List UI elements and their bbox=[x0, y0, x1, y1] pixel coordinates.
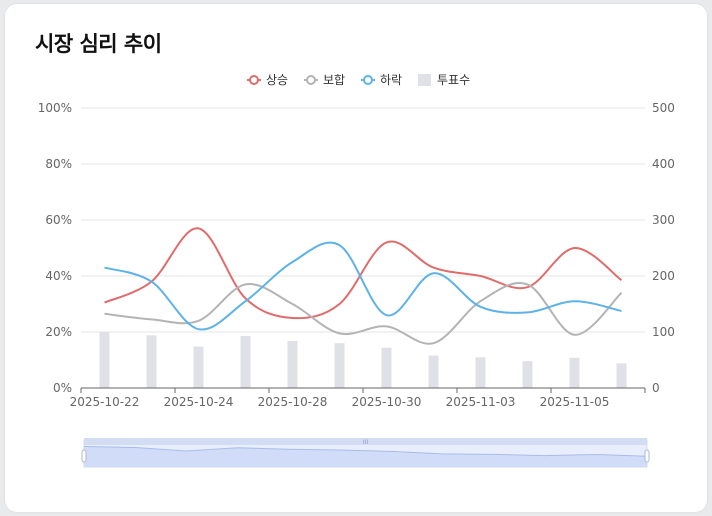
y-right-tick-label: 500 bbox=[652, 101, 675, 115]
bar-vote-count bbox=[334, 343, 345, 388]
y-left-tick-label: 100% bbox=[38, 101, 72, 115]
legend-circle-marker bbox=[363, 75, 373, 85]
bar-vote-count bbox=[193, 346, 204, 388]
y-left-tick-label: 80% bbox=[45, 157, 72, 171]
bar-vote-count bbox=[616, 363, 627, 388]
legend-label: 상승 bbox=[266, 73, 288, 87]
legend: 상승 보합 하락 투표수 bbox=[247, 73, 470, 87]
data-zoom-top-bar bbox=[84, 438, 647, 445]
data-zoom-handle-right[interactable] bbox=[644, 449, 650, 463]
x-tick-label: 2025-11-03 bbox=[446, 395, 516, 409]
data-zoom-preview-area bbox=[84, 446, 647, 467]
data-zoom-slider[interactable]: III bbox=[81, 438, 650, 468]
legend-label: 투표수 bbox=[437, 73, 470, 87]
data-zoom-move-handle[interactable]: III bbox=[363, 439, 369, 446]
data-zoom-preview-line bbox=[83, 446, 648, 457]
y-right-tick-label: 0 bbox=[652, 381, 660, 395]
y-right-tick-label: 400 bbox=[652, 157, 675, 171]
legend-item: 하락 bbox=[361, 73, 402, 87]
bar-vote-count bbox=[569, 357, 580, 388]
legend-circle-marker bbox=[249, 75, 259, 85]
chart-title: 시장 심리 추이 bbox=[35, 32, 162, 56]
x-tick-label: 2025-10-24 bbox=[164, 395, 234, 409]
x-tick-label: 2025-10-22 bbox=[70, 395, 140, 409]
series-line-rise bbox=[104, 227, 623, 320]
y-left-tick-label: 60% bbox=[45, 213, 72, 227]
legend-item: 보합 bbox=[304, 73, 345, 87]
bar-vote-count bbox=[146, 335, 157, 388]
y-right-tick-label: 200 bbox=[652, 269, 675, 283]
y-right-tick-label: 300 bbox=[652, 213, 675, 227]
bar-vote-count bbox=[99, 332, 110, 388]
legend-label: 보합 bbox=[323, 73, 345, 87]
legend-circle-marker bbox=[306, 75, 316, 85]
data-zoom-handle-left[interactable] bbox=[81, 449, 87, 463]
y-left-tick-label: 0% bbox=[53, 381, 72, 395]
y-left-tick-label: 20% bbox=[45, 325, 72, 339]
legend-item: 상승 bbox=[247, 73, 288, 87]
legend-bar-marker bbox=[418, 74, 431, 86]
bar-vote-count bbox=[522, 361, 533, 388]
x-tick-label: 2025-10-30 bbox=[352, 395, 422, 409]
x-tick-label: 2025-11-05 bbox=[540, 395, 610, 409]
legend-label: 하락 bbox=[380, 73, 402, 87]
series-line-fall bbox=[104, 241, 622, 331]
bar-vote-count bbox=[287, 340, 298, 388]
bar-vote-count bbox=[428, 355, 439, 388]
y-left-tick-label: 40% bbox=[45, 269, 72, 283]
bar-vote-count bbox=[475, 357, 486, 388]
series-line-flat bbox=[104, 282, 623, 345]
x-tick-label: 2025-10-28 bbox=[258, 395, 328, 409]
bar-vote-count bbox=[240, 335, 251, 388]
legend-item: 투표수 bbox=[418, 73, 470, 87]
bar-vote-count bbox=[381, 347, 392, 388]
chart-card: 시장 심리 추이 bbox=[5, 4, 707, 512]
y-right-tick-label: 100 bbox=[652, 325, 675, 339]
